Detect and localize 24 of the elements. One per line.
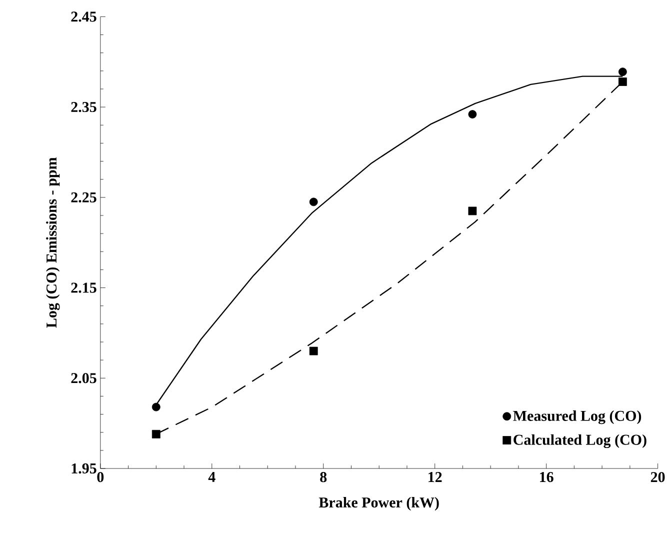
y-tick-label: 2.25 [71,192,96,202]
point [309,346,318,356]
y-tick-label: 1.95 [72,463,96,474]
point [618,68,627,76]
x-axis-title: Brake Power (kW) [318,497,439,511]
point [468,110,477,118]
point [309,198,318,206]
x-tick-label: 20 [650,472,665,482]
point [152,402,160,412]
x-tick-label: 4 [208,472,216,482]
y-tick-label: 2.45 [71,12,96,22]
point [152,430,160,438]
point [468,206,477,216]
y-tick-label: 2.35 [71,102,96,112]
y-tick-label: 2.05 [71,373,96,384]
point [618,78,627,86]
legend-label: Measured Log (CO) [513,410,642,424]
x-tick-label: 0 [97,472,104,482]
y-axis-title: Log (CO) Emissions - ppm [46,157,60,328]
x-tick-label: 12 [428,472,442,482]
legend-label: Calculated Log (CO) [514,434,646,448]
x-tick-label: 16 [540,472,554,482]
x-tick-label: 8 [320,472,327,482]
y-tick-label: 2.15 [71,282,96,293]
